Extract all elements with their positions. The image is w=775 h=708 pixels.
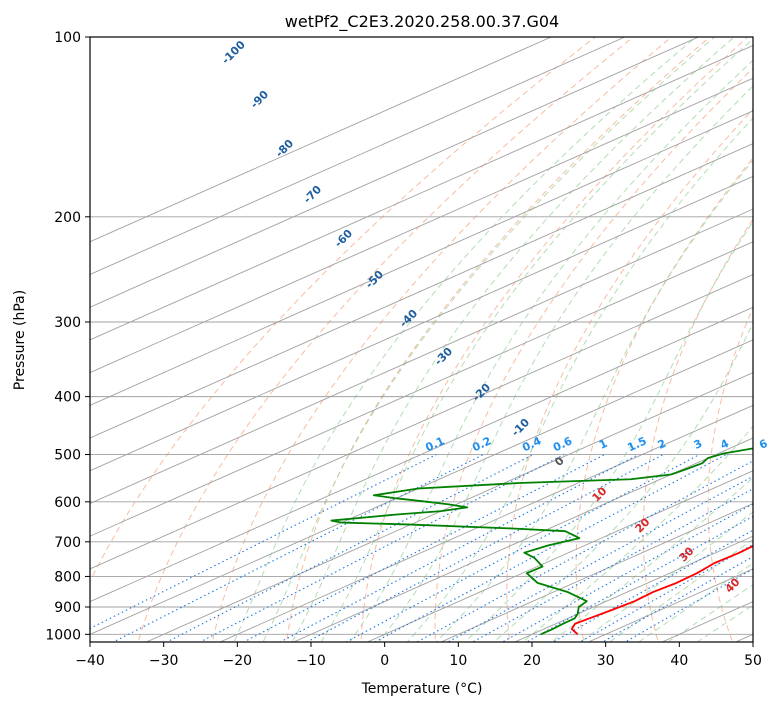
sounding-profiles (330, 447, 753, 636)
isotherm (90, 306, 753, 603)
x-tick-label: −10 (296, 653, 326, 669)
y-tick-label: 600 (54, 495, 81, 511)
isotherm (90, 44, 753, 341)
y-tick-label: 400 (54, 390, 81, 406)
moist-adiabat (464, 220, 753, 642)
y-tick-label: 700 (54, 535, 81, 551)
mixing-ratio-line (198, 454, 565, 642)
dry-adiabat (506, 108, 753, 642)
mixing-ratio-line (373, 454, 727, 642)
isotherm (514, 535, 753, 642)
isotherm (440, 502, 753, 642)
moist-adiabat (637, 562, 753, 642)
y-tick-label: 1000 (45, 627, 81, 643)
mixing-ratio-line (471, 488, 753, 642)
mixing-ratio-line (446, 475, 753, 642)
x-tick-label: 0 (380, 653, 389, 669)
moist-adiabat (492, 322, 753, 642)
x-tick-label: 40 (670, 653, 688, 669)
mixing-ratio-line (579, 543, 753, 642)
x-tick-label: −30 (149, 653, 179, 669)
x-tick-label: −40 (75, 653, 105, 669)
mixing-ratio-line (525, 515, 753, 642)
x-tick-label: 10 (449, 653, 467, 669)
mixing-ratio-line (165, 454, 534, 642)
x-tick-label: 30 (597, 653, 615, 669)
dry-adiabat (707, 306, 753, 642)
mixing-ratio-line (501, 503, 753, 642)
y-tick-label: 500 (54, 448, 81, 464)
moist-adiabat (320, 38, 753, 642)
dry-adiabat (286, 37, 711, 642)
isotherm (90, 37, 699, 308)
moist-adiabat (377, 85, 753, 642)
isotherm (293, 437, 753, 642)
dry-adiabat (434, 67, 753, 642)
isotherm (90, 241, 753, 537)
moist-adiabat (579, 511, 753, 642)
y-tick-label: 800 (54, 569, 81, 585)
x-tick-label: −20 (223, 653, 253, 669)
y-tick-label: 900 (54, 600, 81, 616)
y-axis-label: Pressure (hPa) (12, 290, 28, 390)
isotherm (90, 339, 753, 635)
mixing-ratio-line (112, 454, 484, 642)
x-axis-label: Temperature (°C) (361, 681, 483, 697)
plot-frame (89, 36, 754, 643)
isotherm (90, 208, 753, 504)
dry-adiabat (360, 37, 749, 642)
isotherm (90, 77, 753, 374)
isotherm (90, 143, 753, 439)
isotherm (90, 37, 552, 243)
isotherm (90, 273, 753, 570)
chart-title: wetPf2_C2E3.2020.258.00.37.G04 (285, 12, 559, 32)
isotherm (90, 110, 753, 406)
mixing-ratio-line (552, 529, 753, 642)
y-tick-label: 300 (54, 315, 81, 331)
isotherm (146, 372, 753, 642)
y-tick-label: 100 (54, 30, 81, 46)
mixing-ratio-line (305, 454, 664, 642)
x-tick-label: 20 (523, 653, 541, 669)
axis-ticks: −40 −30 −20 −10 0 10 20 30 40 50 1000 900 800 700 600 5… (45, 30, 762, 669)
isotherm (367, 470, 753, 642)
isotherm (90, 175, 753, 472)
temperature-profile (570, 545, 753, 636)
dewpoint-profile (330, 447, 753, 636)
y-tick-label: 200 (54, 210, 81, 226)
mixing-ratio-line (279, 454, 639, 642)
x-tick-label: 50 (744, 653, 762, 669)
isotherm (219, 404, 753, 642)
mixing-ratio-line (601, 555, 753, 642)
isotherm (90, 37, 625, 275)
mixing-ratio-line (624, 568, 753, 642)
